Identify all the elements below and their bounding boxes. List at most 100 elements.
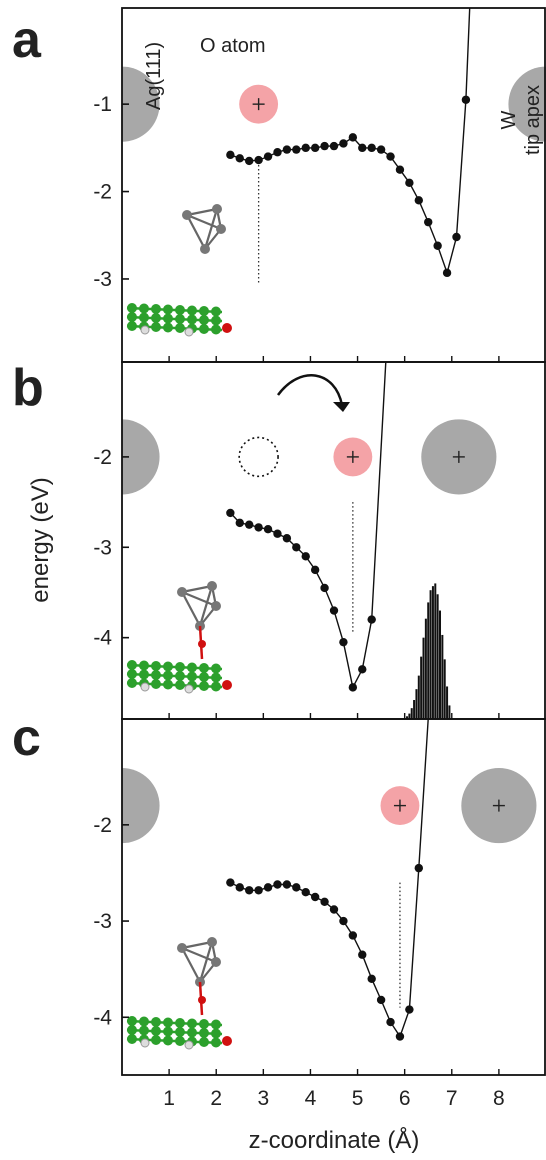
data-point: [301, 552, 310, 561]
tip-atom: [182, 210, 192, 220]
carbon-atom: [151, 1035, 161, 1045]
data-point: [339, 139, 348, 148]
oxygen-atom: [222, 323, 232, 333]
panel-a-spheres: [122, 66, 546, 142]
histogram-bar: [443, 659, 446, 719]
carbon-atom: [199, 315, 209, 325]
data-point: [329, 905, 339, 914]
tip-bond: [198, 941, 214, 983]
carbon-atom: [175, 662, 185, 672]
carbon-atom: [211, 672, 221, 683]
x-tick-label: 8: [493, 1087, 505, 1110]
data-point: [367, 615, 376, 624]
data-point: [292, 543, 301, 552]
data-point: [292, 883, 301, 892]
data-point: [405, 1005, 414, 1014]
hydrogen-atom: [140, 682, 150, 692]
carbon-atom: [127, 1034, 137, 1044]
data-point: [226, 150, 235, 160]
data-point: [339, 916, 348, 926]
carbon-atom: [139, 660, 149, 671]
data-point: [367, 974, 376, 983]
data-point: [329, 141, 339, 151]
tip-atom: [177, 587, 187, 597]
data-point: [254, 523, 263, 532]
data-point: [310, 565, 320, 575]
tip-bond: [181, 590, 217, 608]
carbon-atom: [187, 314, 197, 325]
data-point: [386, 152, 395, 161]
energy-curve: [230, 719, 429, 1039]
panel-letter-b: b: [12, 359, 44, 417]
carbon-atom: [199, 663, 209, 673]
data-point: [282, 145, 292, 154]
carbon-atom: [211, 315, 221, 326]
histogram-bar: [415, 689, 418, 719]
histogram-bar: [424, 618, 427, 719]
carbon-atom: [139, 1025, 149, 1036]
carbon-atom: [199, 1019, 209, 1029]
carbon-atom: [151, 661, 161, 671]
panel-letter-a: a: [12, 11, 42, 69]
data-point: [339, 637, 348, 647]
carbon-atom: [175, 1027, 185, 1037]
data-point: [433, 241, 442, 250]
panel-b: b energy (eV) -2 -3 -4: [12, 359, 500, 719]
data-point: [245, 886, 254, 895]
x-tick-label: 4: [305, 1087, 317, 1110]
y-tick-label: -2: [93, 814, 112, 837]
carbon-atom: [139, 312, 149, 323]
tip-atom: [211, 957, 221, 967]
x-tick-label: 6: [399, 1087, 411, 1110]
carbon-atom: [199, 1037, 209, 1047]
histogram-bar: [413, 700, 416, 719]
hydrogen-atom: [140, 325, 150, 335]
data-point: [358, 665, 367, 674]
histogram-bar: [436, 594, 439, 719]
carbon-atom: [139, 1016, 149, 1027]
carbon-atom: [199, 324, 209, 334]
y-tick-label: -1: [93, 93, 112, 116]
carbon-atom: [211, 681, 221, 692]
data-point: [226, 878, 235, 887]
panel-c-plot: [226, 719, 429, 1041]
data-point: [320, 897, 329, 907]
hydrogen-atom: [184, 684, 194, 694]
tip-atom: [177, 943, 187, 953]
energy-curve: [229, 362, 387, 690]
histogram-bar: [429, 590, 432, 719]
tip-atom: [216, 224, 226, 234]
histogram-bar: [434, 583, 437, 719]
surface-sphere: [122, 768, 160, 844]
data-point: [263, 525, 273, 534]
panel-a-molecule: [126, 204, 232, 337]
x-tick-label: 7: [446, 1087, 458, 1110]
y-tick-label: -2: [93, 181, 112, 204]
panel-c-molecule: [126, 937, 232, 1050]
tip-atom: [207, 581, 217, 591]
carbon-atom: [187, 1027, 197, 1038]
y-tick-label: -3: [93, 268, 112, 291]
data-point: [310, 143, 320, 153]
data-point: [424, 217, 433, 227]
carbon-atom: [163, 1035, 173, 1046]
carbon-atom: [151, 1026, 161, 1036]
carbon-atom: [175, 671, 185, 681]
carbon-atom: [151, 304, 161, 314]
tip-atom: [211, 601, 221, 611]
histogram-bar: [406, 716, 409, 719]
data-point: [254, 155, 263, 165]
y-tick-label: -4: [93, 627, 112, 650]
carbon-atom: [151, 679, 161, 689]
tip-atom: [212, 204, 222, 214]
tip-bond: [181, 584, 213, 594]
carbon-atom: [127, 1025, 137, 1035]
panel-c-spheres: [122, 768, 537, 844]
data-point: [273, 148, 282, 157]
tip-label-line2: tip apex: [522, 85, 544, 155]
y-tick-label: -4: [93, 1006, 112, 1029]
tip-sphere: [508, 66, 546, 142]
carbon-atom: [127, 321, 137, 331]
carbon-atom: [199, 681, 209, 691]
data-point: [348, 683, 358, 692]
